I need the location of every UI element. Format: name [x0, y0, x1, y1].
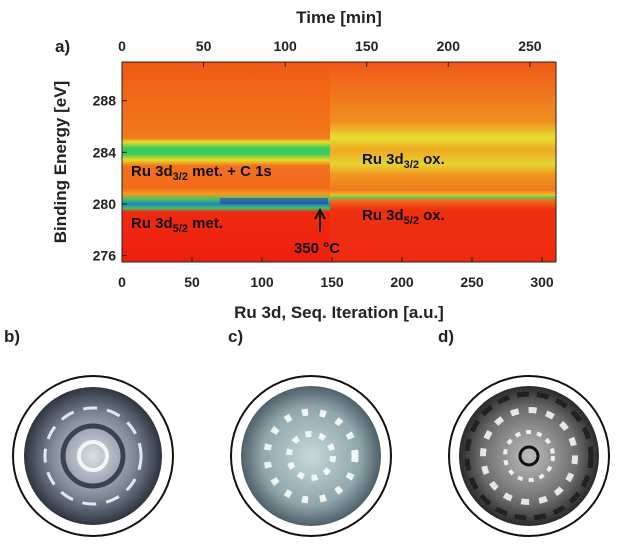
x-tick-label: 0: [118, 274, 126, 290]
x2-tick-label: 0: [118, 38, 126, 54]
panel-label: c): [228, 327, 243, 346]
annotation-text: Ru 3d: [362, 151, 404, 168]
annotation-tail: ox.: [419, 207, 445, 224]
panel-label: d): [438, 327, 454, 346]
x-tick-label: 50: [184, 274, 200, 290]
x-tick-label: 100: [250, 274, 274, 290]
pattern-c: [231, 376, 391, 536]
y-tick-label: 280: [93, 196, 117, 212]
pattern-b: [13, 376, 173, 536]
x2-axis-label: Time [min]: [296, 8, 382, 27]
annotation: 350 °C: [294, 240, 340, 257]
y-tick-label: 284: [93, 144, 117, 160]
y-axis-label: Binding Energy [eV]: [51, 81, 70, 243]
x2-tick-label: 150: [355, 38, 379, 54]
annotation-tail: ox.: [419, 151, 445, 168]
x-tick-label: 150: [320, 274, 344, 290]
x-tick-label: 300: [530, 274, 554, 290]
x-tick-label: 200: [390, 274, 414, 290]
annotation-text: 350 °C: [294, 240, 340, 257]
annotation-tail: met. + C 1s: [188, 163, 272, 180]
heatmap-left: [122, 62, 330, 262]
annotation-text: Ru 3d: [131, 215, 173, 232]
heatmap-streak: [220, 198, 328, 204]
y-tick-label: 288: [93, 93, 117, 109]
panel-label: a): [55, 37, 70, 56]
annotation-subscript: 3/2: [173, 171, 188, 183]
annotation-subscript: 3/2: [404, 159, 419, 171]
x2-tick-label: 250: [518, 38, 542, 54]
annotation-tail: met.: [188, 215, 223, 232]
annotation-subscript: 5/2: [404, 215, 419, 227]
panel-label: b): [4, 327, 20, 346]
pattern-d: [449, 376, 609, 536]
y-tick-label: 276: [93, 248, 117, 264]
figure: a) b) c) d) Time [min] Ru 3d, Seq. Itera…: [0, 0, 622, 547]
annotation-text: Ru 3d: [362, 207, 404, 224]
x2-tick-label: 200: [437, 38, 461, 54]
x-tick-label: 250: [460, 274, 484, 290]
annotation-subscript: 5/2: [173, 223, 188, 235]
x2-tick-label: 50: [196, 38, 212, 54]
annotation-text: Ru 3d: [131, 163, 173, 180]
x2-tick-label: 100: [273, 38, 297, 54]
x-axis-label: Ru 3d, Seq. Iteration [a.u.]: [234, 303, 444, 322]
